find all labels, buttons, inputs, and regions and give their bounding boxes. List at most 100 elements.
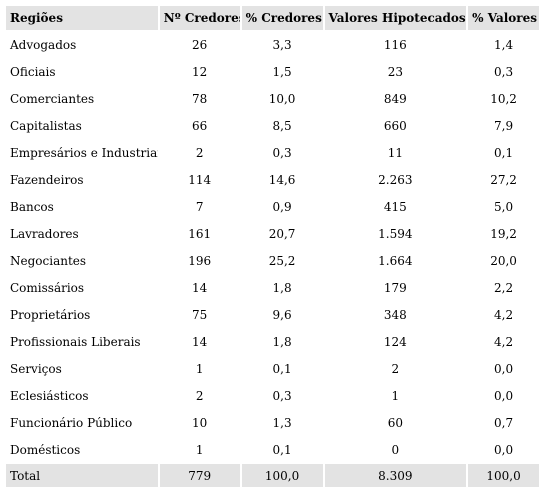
cell-valores-hipotecados: 11 xyxy=(387,145,403,160)
cell-num-credores: 2 xyxy=(195,388,204,403)
cell-pct-valores: 0,3 xyxy=(494,64,514,79)
cell-num-credores: 10 xyxy=(192,415,208,430)
cell-regiao: Domésticos xyxy=(10,442,81,457)
cell-num-credores: 114 xyxy=(188,172,212,187)
total-label: Total xyxy=(6,464,158,487)
cell-pct-credores: 9,6 xyxy=(272,307,292,322)
cell-pct-credores: 0,1 xyxy=(272,361,292,376)
cell-pct-credores: 10,0 xyxy=(268,91,296,106)
cell-pct-valores: 10,2 xyxy=(490,91,517,106)
cell-valores-hipotecados: 1.594 xyxy=(378,226,413,241)
cell-pct-valores: 2,2 xyxy=(494,280,514,295)
cell-num-credores: 78 xyxy=(192,91,208,106)
cell-regiao: Serviços xyxy=(10,361,62,376)
table-row: Comerciantes 78 10,0 849 10,2 xyxy=(6,86,539,111)
cell-valores-hipotecados: 2.263 xyxy=(378,172,413,187)
column-header-num-credores: Nº Credores xyxy=(159,6,240,30)
cell-pct-valores: 27,2 xyxy=(490,172,517,187)
cell-regiao: Oficiais xyxy=(10,64,56,79)
cell-pct-valores: 0,0 xyxy=(494,388,514,403)
cell-pct-credores: 0,1 xyxy=(272,442,292,457)
cell-pct-credores: 1,8 xyxy=(272,280,292,295)
cell-valores-hipotecados: 1 xyxy=(391,388,400,403)
cell-num-credores: 196 xyxy=(188,253,212,268)
column-header-valores-hipotecados: Valores Hipotecados * xyxy=(324,6,467,30)
cell-valores-hipotecados: 2 xyxy=(391,361,400,376)
total-row: Total 779 100,0 8.309 100,0 xyxy=(6,464,539,487)
cell-valores-hipotecados: 179 xyxy=(383,280,407,295)
cell-num-credores: 1 xyxy=(195,442,204,457)
cell-pct-credores: 8,5 xyxy=(272,118,292,133)
table-row: Eclesiásticos 2 0,3 1 0,0 xyxy=(6,383,539,408)
cell-regiao: Capitalistas xyxy=(10,118,82,133)
cell-num-credores: 7 xyxy=(195,199,204,214)
cell-regiao: Negociantes xyxy=(10,253,87,268)
cell-pct-credores: 20,7 xyxy=(268,226,296,241)
cell-pct-valores: 4,2 xyxy=(494,334,514,349)
table-row: Domésticos 1 0,1 0 0,0 xyxy=(6,437,539,462)
cell-num-credores: 2 xyxy=(195,145,204,160)
cell-valores-hipotecados: 1.664 xyxy=(378,253,413,268)
total-pct-credores: 100,0 xyxy=(241,464,323,487)
cell-valores-hipotecados: 60 xyxy=(387,415,403,430)
cell-regiao: Fazendeiros xyxy=(10,172,84,187)
table-row: Oficiais 12 1,5 23 0,3 xyxy=(6,59,539,84)
cell-pct-valores: 19,2 xyxy=(490,226,517,241)
cell-regiao: Eclesiásticos xyxy=(10,388,89,403)
cell-regiao: Lavradores xyxy=(10,226,79,241)
cell-pct-valores: 20,0 xyxy=(490,253,517,268)
cell-valores-hipotecados: 849 xyxy=(383,91,407,106)
cell-regiao: Empresários e Industriais xyxy=(10,145,158,160)
cell-regiao: Comerciantes xyxy=(10,91,95,106)
cell-valores-hipotecados: 660 xyxy=(383,118,407,133)
table-row: Funcionário Público 10 1,3 60 0,7 xyxy=(6,410,539,435)
cell-pct-valores: 1,4 xyxy=(494,37,514,52)
cell-pct-credores: 0,9 xyxy=(272,199,292,214)
table-row: Capitalistas 66 8,5 660 7,9 xyxy=(6,113,539,138)
cell-num-credores: 66 xyxy=(192,118,208,133)
total-valores-hipotecados: 8.309 xyxy=(324,464,467,487)
cell-pct-credores: 1,3 xyxy=(272,415,292,430)
cell-valores-hipotecados: 415 xyxy=(383,199,407,214)
cell-num-credores: 14 xyxy=(192,334,208,349)
cell-pct-valores: 0,1 xyxy=(494,145,514,160)
cell-pct-credores: 0,3 xyxy=(272,145,292,160)
cell-regiao: Bancos xyxy=(10,199,54,214)
cell-regiao: Profissionais Liberais xyxy=(10,334,141,349)
cell-pct-valores: 0,0 xyxy=(494,361,514,376)
cell-pct-credores: 25,2 xyxy=(268,253,296,268)
cell-regiao: Funcionário Público xyxy=(10,415,133,430)
cell-num-credores: 26 xyxy=(192,37,208,52)
cell-valores-hipotecados: 348 xyxy=(383,307,407,322)
column-header-regioes: Regiões xyxy=(6,6,158,30)
cell-valores-hipotecados: 0 xyxy=(391,442,400,457)
table-row: Bancos 7 0,9 415 5,0 xyxy=(6,194,539,219)
cell-num-credores: 75 xyxy=(192,307,208,322)
cell-regiao: Proprietários xyxy=(10,307,91,322)
cell-valores-hipotecados: 124 xyxy=(383,334,407,349)
cell-regiao: Comissários xyxy=(10,280,85,295)
cell-regiao: Advogados xyxy=(10,37,77,52)
cell-num-credores: 1 xyxy=(195,361,204,376)
table-row: Serviços 1 0,1 2 0,0 xyxy=(6,356,539,381)
cell-num-credores: 161 xyxy=(188,226,212,241)
cell-pct-valores: 4,2 xyxy=(494,307,514,322)
credores-table: Regiões Nº Credores % Credores Valores H… xyxy=(4,4,541,489)
table-body: Advogados 26 3,3 116 1,4 Oficiais 12 1,5 23 0,3 Co… xyxy=(6,32,539,462)
cell-pct-credores: 3,3 xyxy=(272,37,292,52)
header-row: Regiões Nº Credores % Credores Valores H… xyxy=(6,6,539,30)
table-row: Profissionais Liberais 14 1,8 124 4,2 xyxy=(6,329,539,354)
cell-valores-hipotecados: 23 xyxy=(387,64,403,79)
cell-pct-valores: 0,0 xyxy=(494,442,514,457)
cell-pct-valores: 0,7 xyxy=(494,415,514,430)
cell-pct-credores: 1,5 xyxy=(272,64,292,79)
table-row: Lavradores 161 20,7 1.594 19,2 xyxy=(6,221,539,246)
table-row: Fazendeiros 114 14,6 2.263 27,2 xyxy=(6,167,539,192)
table-row: Empresários e Industriais 2 0,3 11 0,1 xyxy=(6,140,539,165)
cell-pct-valores: 7,9 xyxy=(494,118,514,133)
cell-num-credores: 12 xyxy=(192,64,208,79)
cell-pct-valores: 5,0 xyxy=(494,199,514,214)
table-row: Comissários 14 1,8 179 2,2 xyxy=(6,275,539,300)
total-pct-valores: 100,0 xyxy=(468,464,539,487)
table-row: Proprietários 75 9,6 348 4,2 xyxy=(6,302,539,327)
